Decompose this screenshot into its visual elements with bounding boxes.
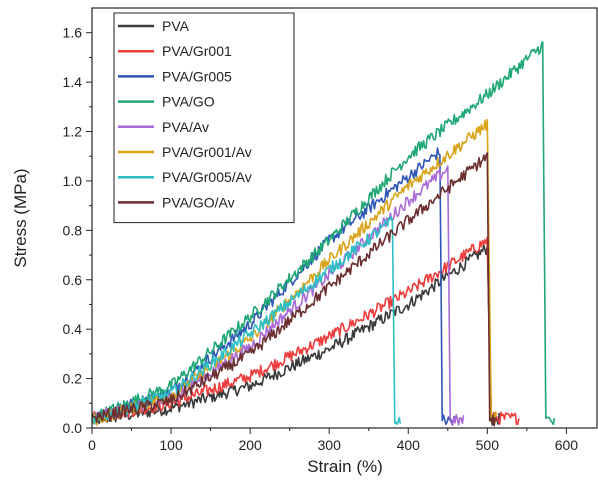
legend-label: PVA/Gr005	[162, 68, 232, 84]
x-tick-label: 0	[88, 437, 96, 453]
y-tick-label: 1.4	[63, 74, 83, 90]
series-line	[91, 236, 520, 426]
legend-label: PVA/Gr001	[162, 43, 232, 59]
y-tick-label: 0.2	[63, 371, 83, 387]
y-tick-label: 0.6	[63, 272, 83, 288]
y-tick-label: 0.8	[63, 222, 83, 238]
x-tick-label: 600	[555, 437, 579, 453]
series-line	[91, 216, 402, 425]
axis-ticks: 0 100 200 300 400 500 600 0.0 0.2 0.4 0.6 0.8 1.0 1.2…	[63, 25, 579, 453]
y-tick-label: 1.0	[63, 173, 83, 189]
legend-label: PVA/Gr001/Av	[162, 144, 252, 160]
legend-box	[113, 12, 295, 224]
y-tick-label: 0.4	[63, 321, 83, 337]
x-tick-label: 100	[159, 437, 183, 453]
series-layer	[91, 41, 556, 427]
legend-label: PVA/GO	[162, 94, 215, 110]
x-tick-label: 200	[238, 437, 262, 453]
x-tick-label: 300	[318, 437, 342, 453]
legend-label: PVA/Gr005/Av	[162, 169, 252, 185]
y-tick-label: 1.2	[63, 124, 83, 140]
legend-label: PVA	[162, 18, 190, 34]
x-tick-label: 400	[397, 437, 421, 453]
legend-label: PVA/Av	[162, 119, 209, 135]
y-tick-label: 1.6	[63, 25, 83, 41]
series-line	[91, 41, 556, 426]
x-tick-label: 500	[476, 437, 500, 453]
y-axis-title: Stress (MPa)	[11, 168, 30, 267]
legend: PVA PVA/Gr001 PVA/Gr005 PVA/GO PVA/Av PVA/Gr0…	[113, 12, 295, 224]
legend-label: PVA/GO/Av	[162, 194, 235, 210]
y-tick-label: 0.0	[63, 420, 83, 436]
plot-frame	[91, 7, 598, 429]
x-axis-title: Strain (%)	[307, 457, 383, 476]
series-line	[91, 152, 496, 427]
